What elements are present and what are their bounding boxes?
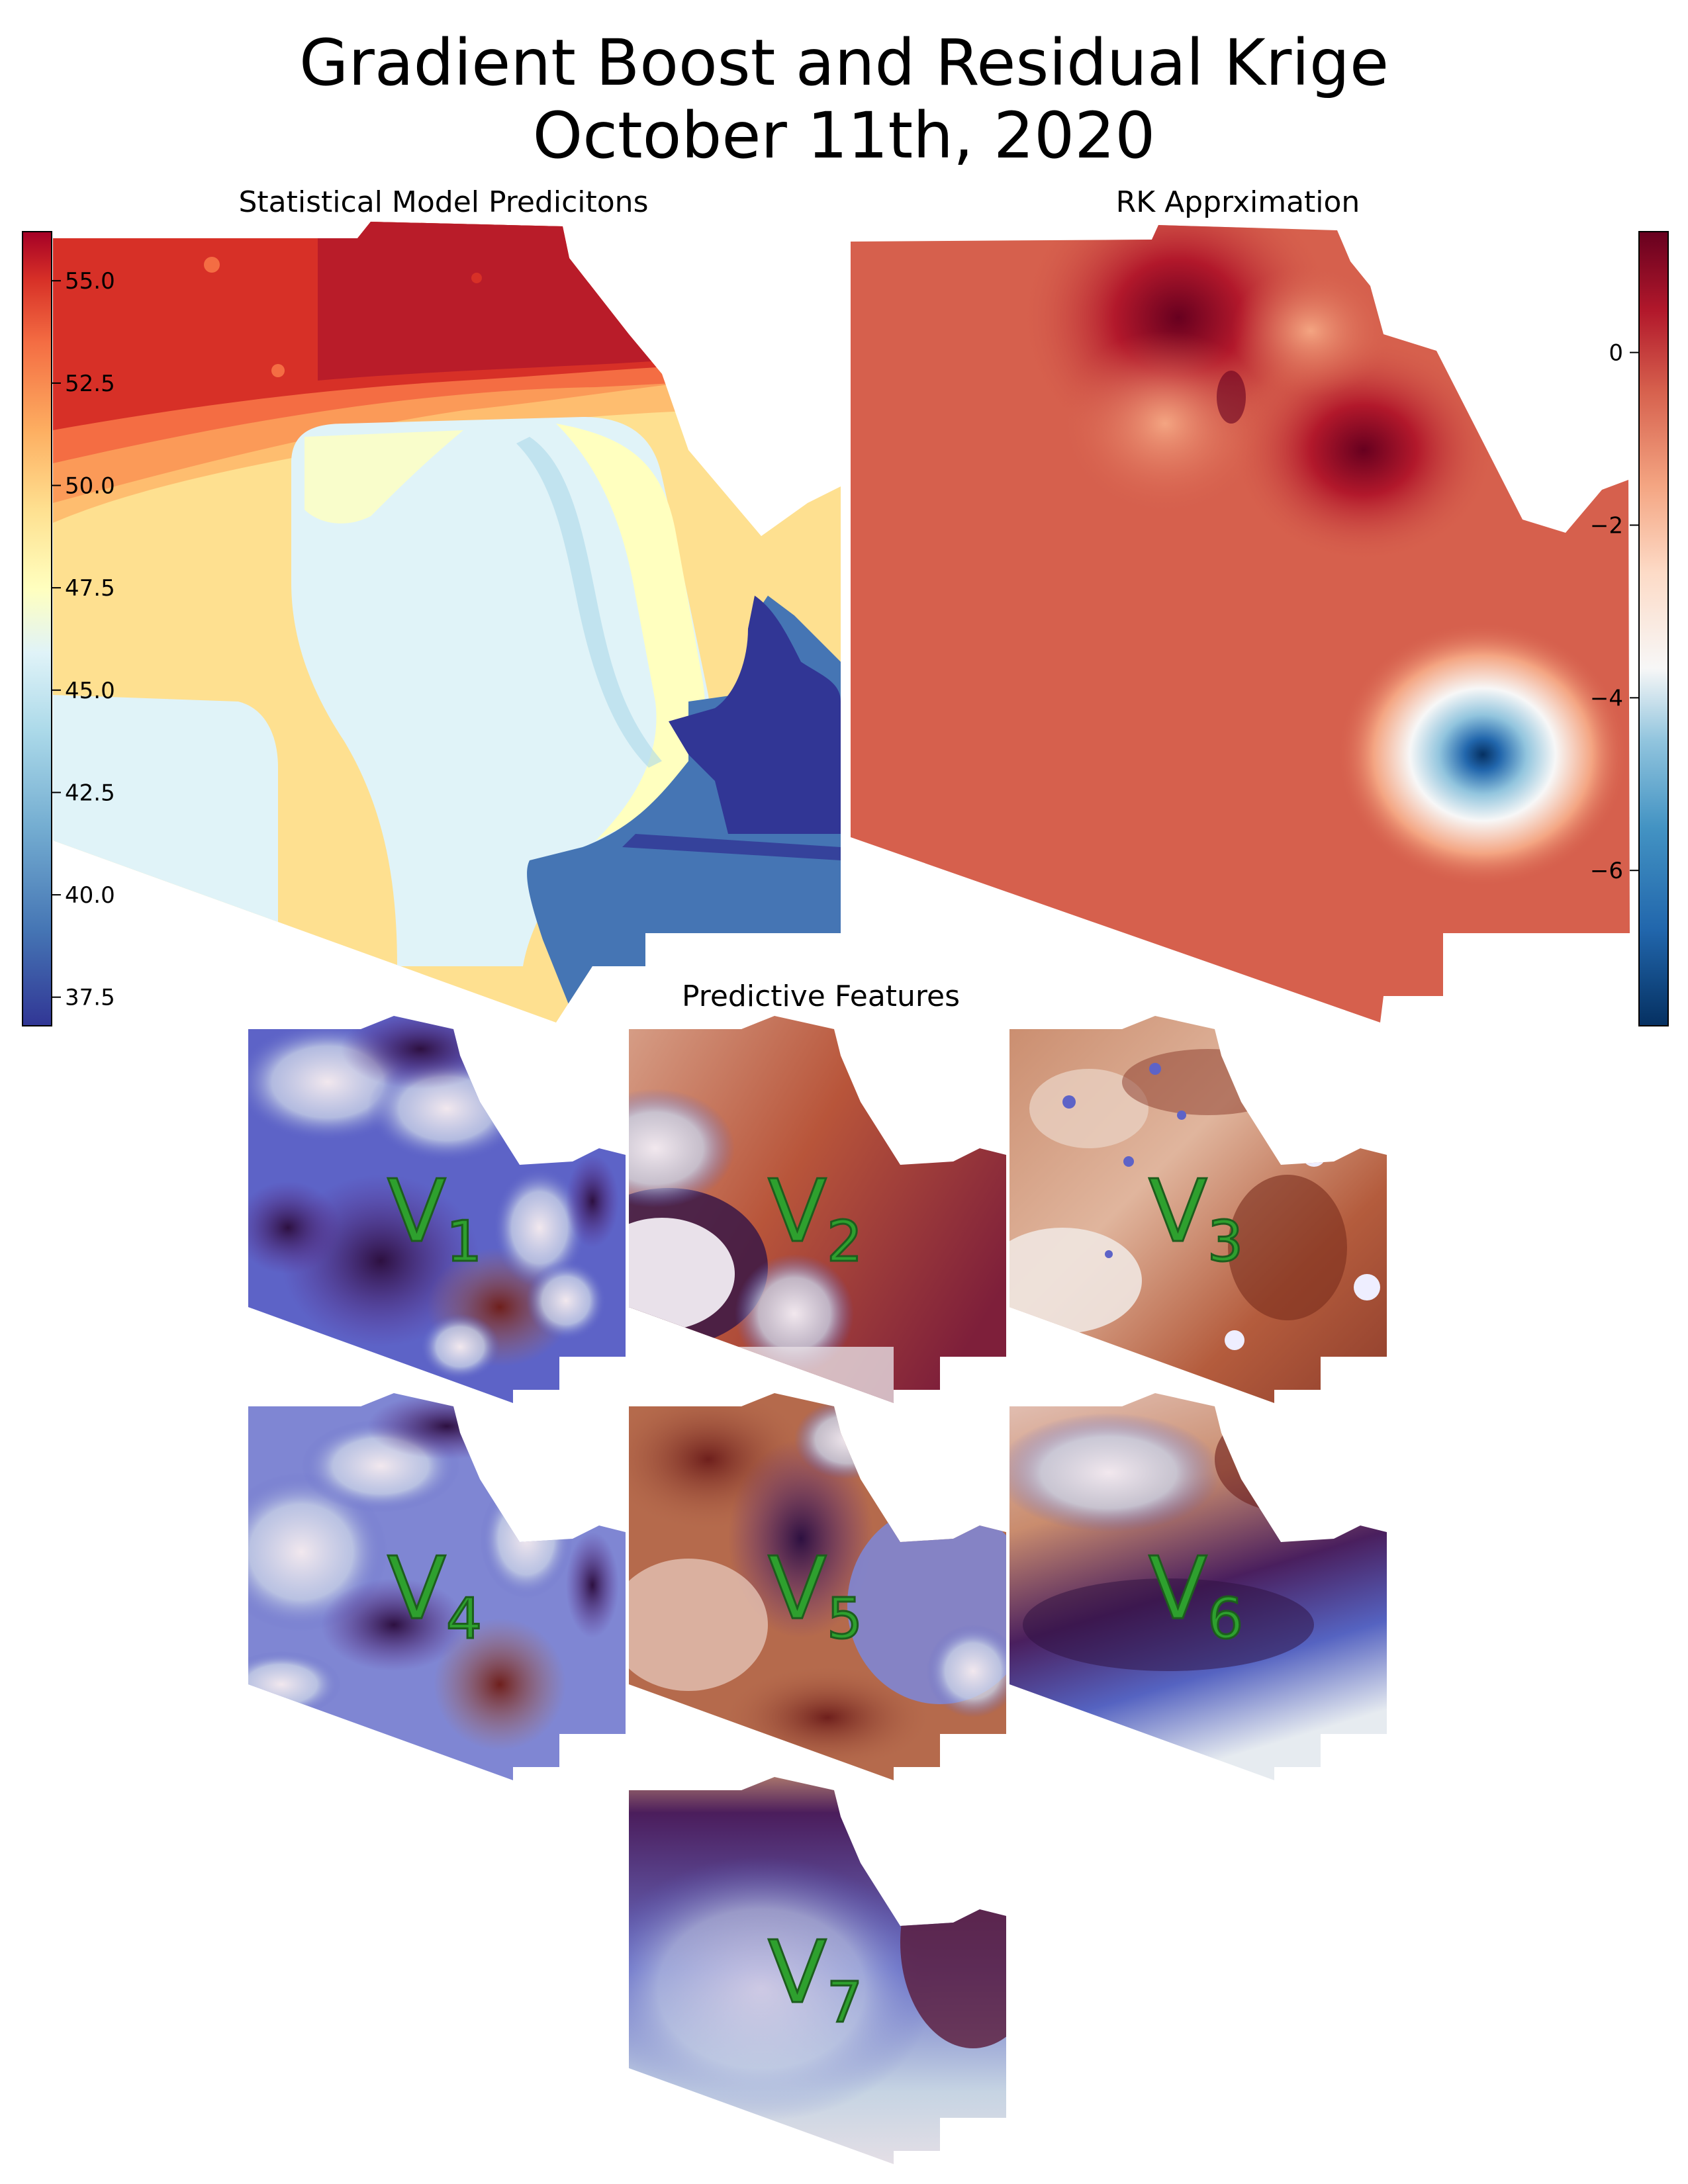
right-colorbar-tick-label: −4 <box>1590 685 1623 711</box>
rk-approximation-map <box>851 225 1630 1023</box>
statistical-model-map <box>53 222 841 1023</box>
feature-label-v1: V1 <box>387 1161 482 1275</box>
feature-map-v4: V4 <box>248 1393 626 1780</box>
right-panel-title: RK Apprximation <box>1115 185 1360 219</box>
right-colorbar <box>1638 231 1669 1026</box>
feature-label-v2: V2 <box>768 1161 863 1275</box>
feature-map-v5: V5 <box>629 1393 1006 1780</box>
left-colorbar-tick-label: 52.5 <box>65 371 115 397</box>
left-colorbar-ticks: 55.0 52.5 50.0 47.5 45.0 42.5 40.0 37.5 <box>52 268 115 1011</box>
figure-title-line1: Gradient Boost and Residual Krige <box>299 26 1389 100</box>
right-colorbar-tick-label: −6 <box>1590 858 1623 884</box>
feature-label-v6: V6 <box>1149 1538 1243 1652</box>
right-colorbar-tick-label: −2 <box>1590 512 1623 539</box>
feature-label-v4: V4 <box>387 1538 482 1652</box>
figure-title-line2: October 11th, 2020 <box>532 99 1156 173</box>
left-colorbar-tick-label: 42.5 <box>65 780 115 806</box>
left-colorbar-tick-label: 40.0 <box>65 882 115 909</box>
left-colorbar <box>22 231 52 1026</box>
feature-label-v5: V5 <box>768 1538 863 1652</box>
feature-map-v2: V2 <box>629 1016 1006 1403</box>
left-colorbar-tick-label: 37.5 <box>65 985 115 1011</box>
feature-label-v3: V3 <box>1149 1161 1243 1275</box>
feature-map-v3: V3 <box>1009 1016 1387 1403</box>
left-panel-title: Statistical Model Predicitons <box>238 185 649 219</box>
left-colorbar-tick-label: 47.5 <box>65 575 115 602</box>
right-colorbar-tick-label: 0 <box>1609 340 1623 367</box>
left-colorbar-tick-label: 45.0 <box>65 678 115 704</box>
left-colorbar-tick-label: 55.0 <box>65 268 115 295</box>
right-colorbar-ticks: 0 −2 −4 −6 <box>1590 340 1639 884</box>
feature-map-v1: V1 <box>248 1016 626 1403</box>
features-title: Predictive Features <box>681 979 961 1013</box>
feature-map-v7: V7 <box>629 1777 1006 2164</box>
feature-map-v6: V6 <box>1009 1393 1387 1780</box>
feature-label-v7: V7 <box>768 1922 863 2036</box>
left-colorbar-tick-label: 50.0 <box>65 473 115 500</box>
